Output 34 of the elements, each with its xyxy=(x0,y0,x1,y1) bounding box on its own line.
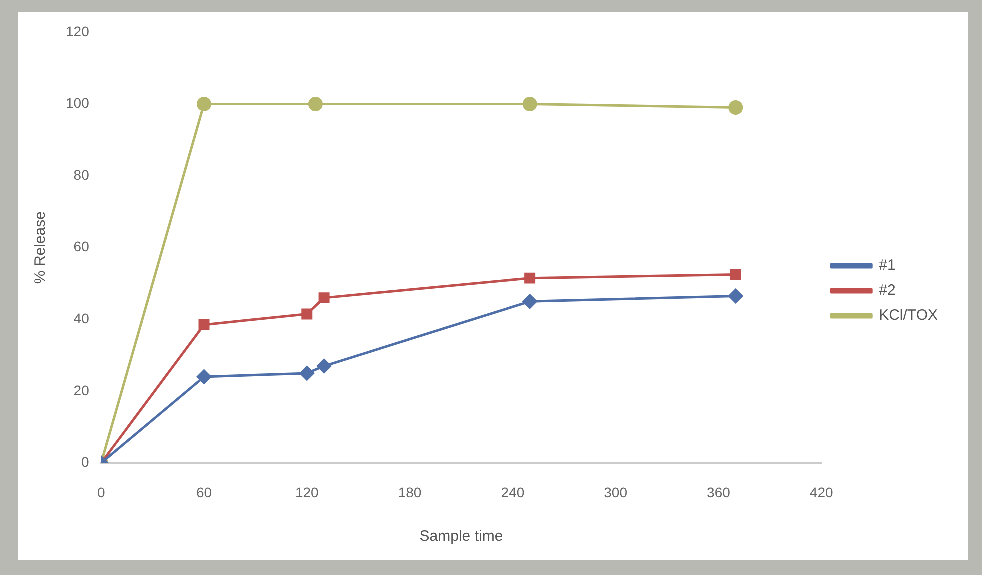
y-tick-label: 20 xyxy=(74,382,90,398)
point xyxy=(317,359,332,374)
x-tick-label: 240 xyxy=(501,484,525,500)
y-tick-label: 60 xyxy=(74,238,90,255)
x-axis-title: Sample time xyxy=(420,528,504,546)
point xyxy=(728,100,744,116)
point xyxy=(197,96,212,112)
point xyxy=(522,96,538,112)
legend-label: #2 xyxy=(879,282,896,300)
point xyxy=(524,272,536,284)
x-tick-label: 60 xyxy=(196,484,212,500)
x-tick-label: 0 xyxy=(97,484,106,500)
legend-label: #1 xyxy=(879,257,896,274)
point xyxy=(730,269,742,280)
x-tick-label: 120 xyxy=(295,484,320,500)
y-tick-label: 120 xyxy=(66,23,90,40)
point xyxy=(302,308,313,320)
point xyxy=(197,370,212,384)
y-tick-label: 80 xyxy=(74,166,90,183)
point xyxy=(728,289,744,304)
x-tick-label: 420 xyxy=(810,484,834,500)
y-tick-label: 0 xyxy=(82,454,90,470)
x-tick-label: 180 xyxy=(398,484,422,500)
point xyxy=(522,294,538,309)
point xyxy=(318,292,330,304)
y-tick-label: 40 xyxy=(74,310,90,326)
y-axis-title: % Release xyxy=(32,212,50,284)
point xyxy=(300,366,314,381)
legend-label: KCl/TOX xyxy=(879,307,938,324)
x-tick-label: 300 xyxy=(604,484,628,500)
y-tick-label: 100 xyxy=(66,95,90,112)
point xyxy=(308,96,323,112)
x-tick-label: 360 xyxy=(707,484,731,500)
point xyxy=(198,319,210,330)
